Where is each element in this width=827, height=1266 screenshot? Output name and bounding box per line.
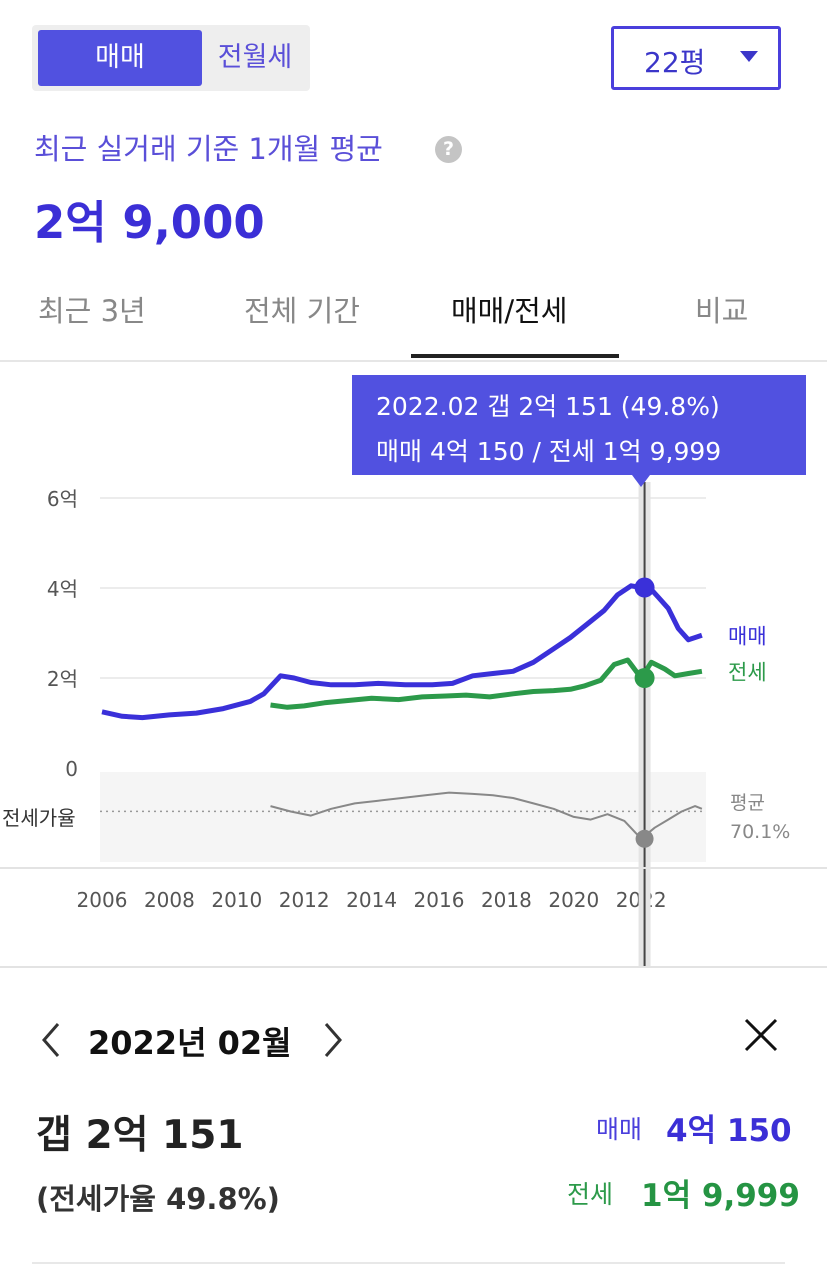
detail-jeonse-value: 1억 9,999 [641, 1178, 800, 1214]
tab-compare[interactable]: 비교 [695, 294, 749, 328]
help-icon[interactable]: ? [435, 136, 462, 163]
x-tick-label: 2012 [279, 888, 330, 912]
period-tabs: 최근 3년 전체 기간 매매/전세 비교 [0, 270, 827, 362]
detail-sale-label: 매매 [596, 1115, 643, 1144]
tooltip-line-2: 매매 4억 150 / 전세 1억 9,999 [376, 437, 722, 466]
x-tick-label: 2010 [211, 888, 262, 912]
y-tick-label: 0 [65, 757, 78, 781]
ratio-band-background [100, 772, 706, 862]
series-label-sale: 매매 [728, 624, 767, 648]
close-icon[interactable] [742, 1016, 780, 1054]
highlight-point-ratio [635, 829, 654, 848]
y-tick-label: 4억 [47, 577, 78, 601]
detail-jeonse-label: 전세 [567, 1180, 614, 1209]
series-label-jeonse: 전세 [728, 660, 767, 684]
size-dropdown[interactable]: 22평 [611, 26, 781, 90]
tooltip-line-1: 2022.02 갭 2억 151 (49.8%) [376, 392, 720, 421]
detail-ratio: (전세가율 49.8%) [36, 1182, 280, 1216]
ratio-average-label: 평균 [730, 792, 765, 814]
bottom-divider [32, 1262, 785, 1264]
ratio-average-value: 70.1% [730, 821, 790, 843]
detail-month: 2022년 02월 [88, 1024, 292, 1062]
detail-gap: 갭 2억 151 [36, 1113, 244, 1158]
y-tick-label: 6억 [47, 487, 78, 511]
price-chart[interactable]: 0 2억 4억 6억 2006 2008 2010 2012 2014 2016 2018 2020… [0, 362, 827, 966]
chevron-right-icon[interactable] [318, 1020, 348, 1060]
tab-sale-jeonse[interactable]: 매매/전세 [451, 294, 568, 328]
x-tick-label: 2016 [414, 888, 465, 912]
trade-type-toggle: 매매 전월세 [32, 25, 310, 91]
size-dropdown-value: 22평 [644, 46, 706, 79]
x-axis-ticks: 200620082010201220142016201820202022 [77, 888, 667, 912]
detail-divider [0, 966, 827, 968]
tab-all-period[interactable]: 전체 기간 [244, 294, 360, 328]
chart-grid [100, 497, 706, 679]
x-tick-label: 2020 [548, 888, 599, 912]
tooltip-pointer [632, 475, 650, 487]
toggle-rent[interactable]: 전월세 [217, 42, 293, 73]
series-jeonse-line [270, 657, 703, 710]
x-tick-label: 2006 [77, 888, 128, 912]
y-axis-ticks: 0 2억 4억 6억 [47, 487, 78, 781]
chevron-left-icon[interactable] [36, 1020, 66, 1060]
detail-sale-value: 4억 150 [666, 1113, 792, 1149]
series-ratio-line [270, 791, 703, 840]
x-tick-label: 2008 [144, 888, 195, 912]
average-value: 2억 9,000 [34, 196, 265, 249]
x-tick-label: 2014 [346, 888, 397, 912]
tab-recent-3y[interactable]: 최근 3년 [38, 294, 146, 328]
active-tab-indicator [411, 354, 619, 358]
caret-down-icon [740, 51, 758, 62]
x-tick-label: 2018 [481, 888, 532, 912]
highlight-point-jeonse [634, 668, 655, 688]
ratio-axis-label: 전세가율 [2, 806, 76, 830]
y-tick-label: 2억 [47, 667, 78, 691]
average-label: 최근 실거래 기준 1개월 평균 [34, 132, 383, 166]
highlight-point-sale [634, 577, 655, 598]
toggle-sale[interactable]: 매매 [38, 30, 202, 86]
chart-tooltip: 2022.02 갭 2억 151 (49.8%) 매매 4억 150 / 전세 … [352, 375, 806, 487]
